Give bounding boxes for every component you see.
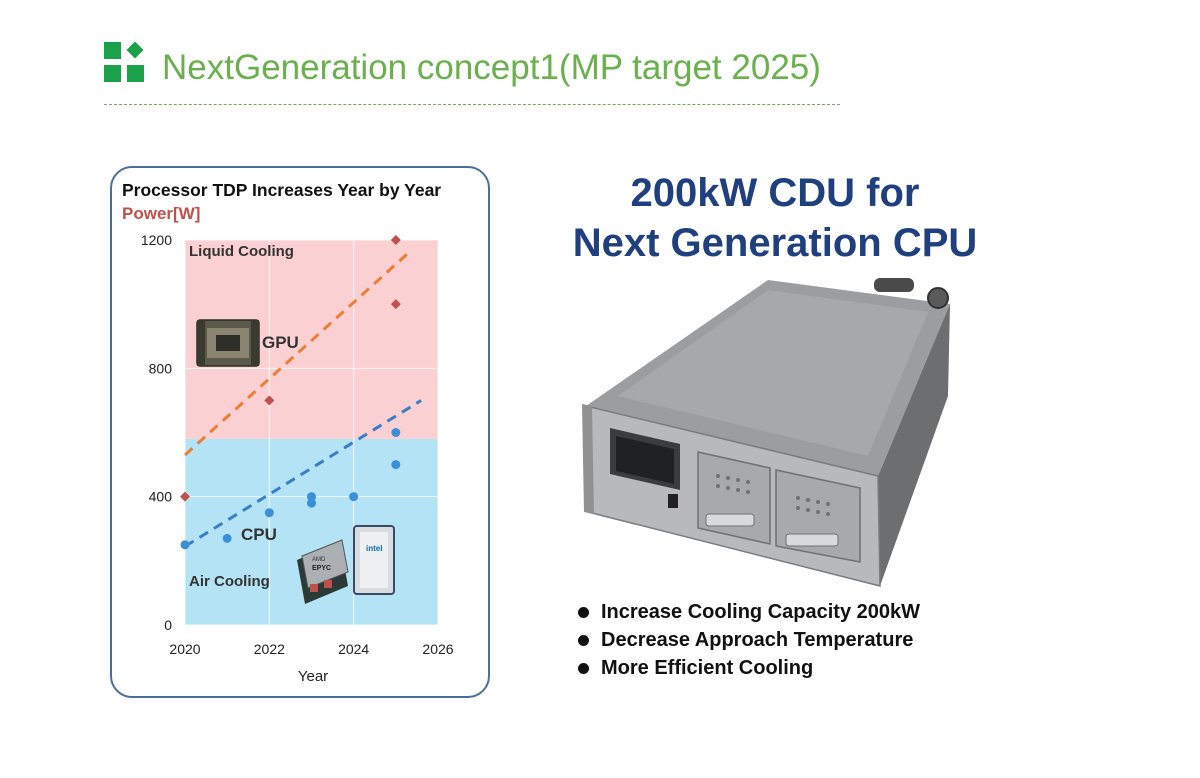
bullet-icon: [578, 634, 589, 646]
cpu-data-point: [349, 492, 359, 502]
tdp-chart: 0 400 800 1200 2020 2022 2024 2026 Liquid Cooli…: [141, 232, 454, 685]
intel-brand-text: intel: [366, 544, 382, 553]
green-squares-logo-icon: [104, 42, 144, 82]
page-title: NextGeneration concept1(MP target 2025): [162, 48, 821, 87]
cpu-data-point: [264, 508, 274, 518]
x-tick-label: 2020: [169, 641, 200, 657]
title-divider: [104, 104, 840, 105]
feature-item: Increase Cooling Capacity 200kW: [578, 598, 920, 626]
feature-item: More Efficient Cooling: [578, 654, 920, 682]
intel-xeon-chip-icon: intel: [353, 525, 395, 595]
liquid-cooling-label: Liquid Cooling: [189, 243, 294, 260]
y-tick-label: 800: [149, 360, 173, 376]
gpu-chip-icon: [196, 319, 260, 367]
cooling-zones: [185, 240, 438, 625]
cdu-title-line-2: Next Generation CPU: [572, 221, 978, 265]
cpu-data-point: [307, 498, 316, 508]
air-cooling-label: Air Cooling: [189, 573, 270, 590]
gpu-data-point: [264, 395, 275, 406]
x-tick-label: 2022: [254, 641, 285, 657]
x-tick-label: 2026: [422, 641, 453, 657]
chart-ticks: 0 400 800 1200 2020 2022 2024 2026: [141, 232, 454, 657]
y-axis-title: Power[W]: [122, 204, 201, 223]
feature-text: Increase Cooling Capacity 200kW: [601, 601, 921, 623]
cdu-unit-image: [582, 278, 950, 587]
cpu-data-point: [391, 460, 401, 470]
y-tick-label: 400: [149, 489, 173, 505]
amd-epyc-chip-icon: AMD EPYC: [297, 539, 349, 604]
chart-title: Processor TDP Increases Year by Year: [122, 180, 442, 200]
gpu-data-point: [180, 491, 190, 502]
amd-brand-text: AMD: [312, 557, 326, 563]
cpu-trend-line: [184, 399, 422, 548]
feature-text: Decrease Approach Temperature: [601, 629, 914, 651]
cpu-data-point: [307, 492, 316, 502]
feature-text: More Efficient Cooling: [601, 657, 814, 679]
cpu-label: CPU: [241, 525, 277, 544]
x-axis-title: Year: [298, 668, 328, 685]
x-tick-label: 2024: [338, 641, 369, 657]
cpu-data-point: [391, 428, 401, 437]
feature-item: Decrease Approach Temperature: [578, 626, 920, 654]
cdu-heading: 200kW CDU for Next Generation CPU: [520, 168, 1030, 268]
data-points: [180, 235, 401, 550]
trend-lines: [183, 251, 422, 548]
chart-panel: 0 400 800 1200 2020 2022 2024 2026 Liquid Cooli…: [110, 166, 490, 698]
epyc-model-text: EPYC: [312, 565, 331, 572]
bullet-icon: [578, 606, 589, 618]
bullet-icon: [578, 662, 589, 674]
cdu-title-line-1: 200kW CDU for: [630, 171, 920, 215]
y-tick-label: 1200: [141, 232, 172, 248]
gpu-data-point: [390, 235, 401, 245]
cpu-data-point: [180, 540, 190, 550]
y-tick-label: 0: [164, 617, 172, 633]
cpu-data-point: [222, 533, 232, 543]
gpu-data-point: [390, 299, 401, 310]
gpu-label: GPU: [262, 333, 299, 352]
feature-list: Increase Cooling Capacity 200kW Decrease…: [578, 598, 920, 682]
